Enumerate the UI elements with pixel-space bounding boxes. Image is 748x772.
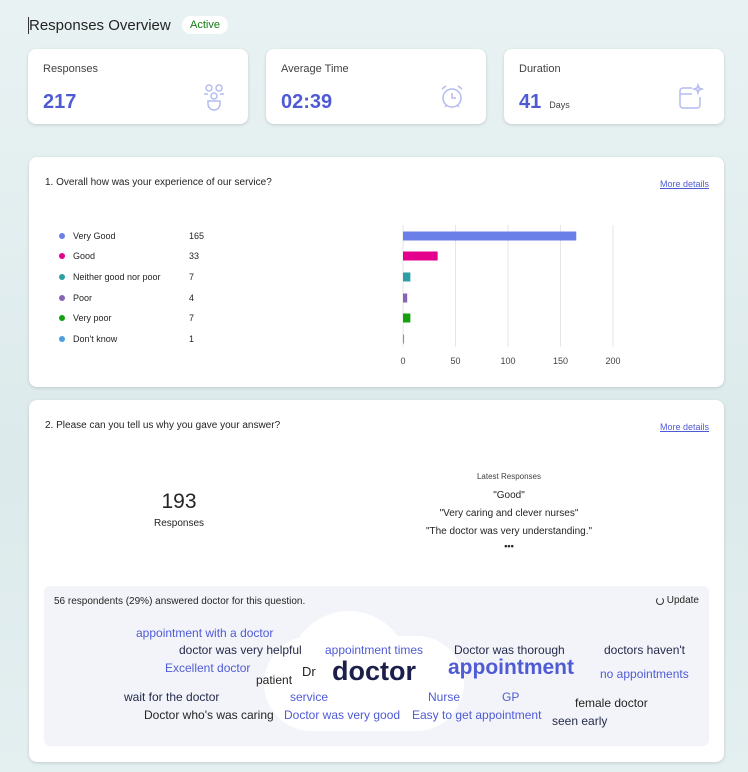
- question-title: 1. Overall how was your experience of ou…: [45, 177, 272, 188]
- legend-label: Poor: [73, 293, 93, 303]
- word-cloud-word[interactable]: doctor: [332, 656, 416, 686]
- stat-card-average-time: Average Time 02:39: [266, 49, 486, 124]
- stat-value: 41 Days: [519, 91, 570, 113]
- legend-label: Good: [73, 251, 96, 261]
- word-cloud-panel: 56 respondents (29%) answered doctor for…: [44, 586, 709, 746]
- bar[interactable]: [403, 313, 411, 323]
- word-cloud-word[interactable]: doctor was very helpful: [179, 643, 302, 657]
- legend-item: Neither good nor poor 7: [59, 271, 194, 283]
- bar[interactable]: [403, 334, 405, 344]
- word-cloud-word[interactable]: female doctor: [575, 696, 648, 710]
- legend-dot: [59, 336, 65, 342]
- response-count: 193: [161, 490, 197, 513]
- word-cloud-word[interactable]: Doctor was thorough: [454, 643, 565, 657]
- alarm-clock-icon: [441, 85, 463, 108]
- word-cloud-word[interactable]: Dr: [302, 664, 316, 679]
- stat-label: Duration: [519, 63, 561, 75]
- refresh-icon: [655, 596, 664, 605]
- latest-responses-title: Latest Responses: [476, 472, 542, 481]
- legend-label: Very Good: [73, 231, 116, 241]
- latest-response: "The doctor was very understanding.": [425, 526, 593, 537]
- word-cloud-summary: 56 respondents (29%) answered doctor for…: [54, 596, 306, 607]
- update-button[interactable]: Update: [655, 595, 699, 606]
- legend-count: 165: [189, 231, 205, 241]
- more-ellipsis[interactable]: •••: [504, 541, 514, 551]
- legend-dot: [59, 295, 65, 301]
- word-cloud-word[interactable]: doctors haven't: [604, 643, 686, 657]
- page-title: Responses Overview: [28, 17, 171, 34]
- cloud-shape: [264, 636, 464, 731]
- x-tick-label: 100: [500, 356, 515, 366]
- word-cloud-word[interactable]: Easy to get appointment: [412, 708, 542, 722]
- stat-label: Average Time: [281, 63, 349, 75]
- latest-responses-list: "Good" "Very caring and clever nurses" "…: [359, 487, 659, 551]
- word-cloud-word[interactable]: patient: [256, 673, 293, 687]
- status-badge: Active: [182, 16, 228, 34]
- stat-label: Responses: [43, 63, 99, 75]
- word-cloud-word[interactable]: Doctor who's was caring: [144, 708, 274, 722]
- bar[interactable]: [403, 231, 577, 241]
- word-cloud-word[interactable]: Excellent doctor: [165, 661, 251, 675]
- legend-item: Very poor 7: [59, 312, 194, 324]
- more-details-link[interactable]: More details: [659, 179, 709, 189]
- bar[interactable]: [403, 251, 438, 261]
- latest-response: "Good": [493, 490, 525, 501]
- legend-count: 1: [189, 334, 195, 344]
- stat-card-duration: Duration 41 Days: [504, 49, 724, 124]
- word-cloud-word[interactable]: wait for the doctor: [124, 690, 220, 704]
- word-cloud-word[interactable]: appointment times: [325, 643, 424, 657]
- word-cloud-word[interactable]: appointment with a doctor: [136, 626, 274, 640]
- bar[interactable]: [403, 272, 411, 282]
- response-count-label: Responses: [153, 518, 205, 529]
- legend-count: 4: [189, 293, 195, 303]
- legend-item: Very Good 165: [59, 230, 204, 242]
- legend-item: Don't know 1: [59, 333, 194, 345]
- x-tick-label: 0: [400, 356, 405, 366]
- bar-chart: 0 50 100 150 200: [400, 225, 621, 366]
- legend-dot: [59, 253, 65, 259]
- x-tick-label: 150: [553, 356, 568, 366]
- question-title: 2. Please can you tell us why you gave y…: [45, 420, 281, 431]
- legend-count: 7: [189, 313, 195, 323]
- word-cloud-word[interactable]: appointment: [448, 656, 574, 679]
- legend-dot: [59, 315, 65, 321]
- legend-count: 7: [189, 272, 195, 282]
- word-cloud-word[interactable]: seen early: [552, 714, 608, 728]
- legend-label: Don't know: [73, 334, 118, 344]
- word-cloud-word[interactable]: no appointments: [600, 667, 689, 681]
- legend-label: Very poor: [73, 313, 112, 323]
- calendar-sparkle-icon: [679, 83, 704, 109]
- people-icon: [204, 84, 224, 111]
- word-cloud-word[interactable]: Doctor was very good: [284, 708, 401, 722]
- word-cloud-word[interactable]: Nurse: [428, 690, 461, 704]
- bar[interactable]: [403, 293, 408, 303]
- legend-item: Good 33: [59, 250, 199, 262]
- stat-value: 217: [43, 91, 77, 113]
- x-tick-label: 50: [450, 356, 460, 366]
- legend-dot: [59, 233, 65, 239]
- stat-card-responses: Responses 217: [28, 49, 248, 124]
- latest-response: "Very caring and clever nurses": [439, 508, 579, 519]
- word-cloud-word[interactable]: GP: [502, 690, 520, 704]
- question-1-card: 1. Overall how was your experience of ou…: [29, 157, 724, 387]
- stat-value: 02:39: [281, 91, 333, 113]
- x-tick-label: 200: [605, 356, 620, 366]
- legend-item: Poor 4: [59, 292, 194, 304]
- legend-label: Neither good nor poor: [73, 272, 161, 282]
- question-2-card: 2. Please can you tell us why you gave y…: [29, 400, 724, 762]
- more-details-link[interactable]: More details: [659, 422, 709, 432]
- legend-count: 33: [189, 251, 200, 261]
- legend-dot: [59, 274, 65, 280]
- word-cloud-word[interactable]: service: [290, 690, 329, 704]
